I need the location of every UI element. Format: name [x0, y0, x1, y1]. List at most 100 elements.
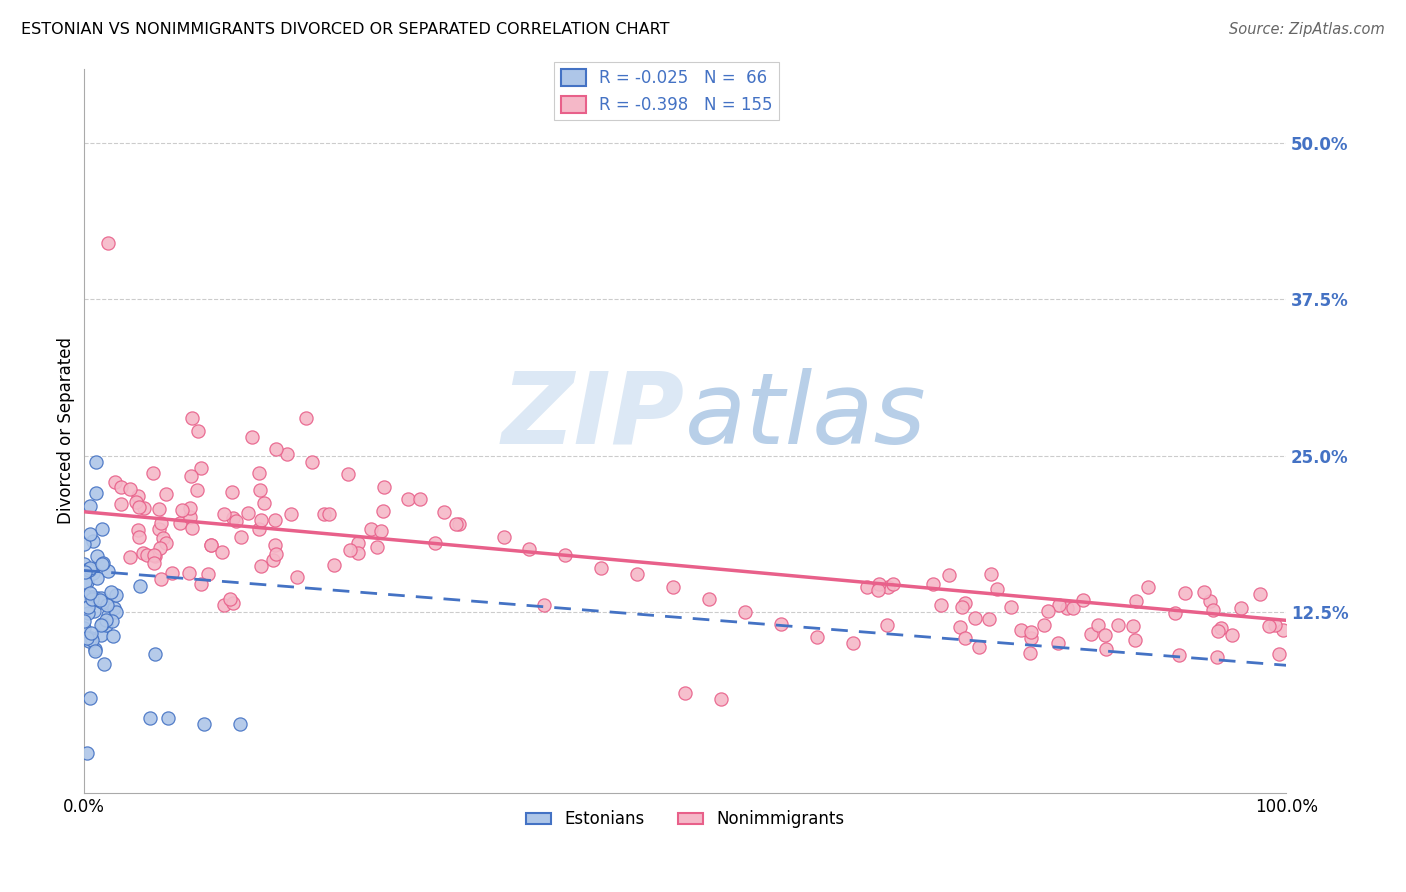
Point — [1137, 580, 1160, 594]
Text: Source: ZipAtlas.com: Source: ZipAtlas.com — [1229, 22, 1385, 37]
Point — [162, 566, 184, 581]
Point — [1047, 636, 1070, 650]
Point — [876, 580, 898, 594]
Point — [370, 524, 392, 538]
Point — [127, 523, 149, 537]
Point — [554, 549, 576, 563]
Point — [280, 508, 302, 522]
Point — [132, 501, 155, 516]
Point — [76, 575, 98, 590]
Point — [931, 598, 953, 612]
Point — [921, 576, 943, 591]
Point — [79, 561, 101, 575]
Point — [222, 510, 245, 524]
Point — [1264, 617, 1286, 632]
Point — [1019, 632, 1042, 646]
Point — [262, 553, 284, 567]
Point — [770, 617, 793, 632]
Point — [1220, 628, 1243, 642]
Point — [876, 618, 898, 632]
Point — [866, 582, 889, 597]
Point — [83, 644, 105, 658]
Point — [222, 596, 245, 610]
Point — [80, 633, 103, 648]
Point — [142, 466, 165, 480]
Point — [96, 564, 118, 578]
Point — [1087, 618, 1109, 632]
Point — [842, 636, 865, 650]
Point — [73, 557, 96, 571]
Point — [125, 495, 148, 509]
Point — [347, 536, 370, 550]
Point — [1123, 633, 1146, 648]
Point — [101, 614, 124, 628]
Point — [110, 497, 132, 511]
Point — [1174, 586, 1197, 600]
Legend: Estonians, Nonimmigrants: Estonians, Nonimmigrants — [519, 804, 851, 835]
Point — [155, 487, 177, 501]
Point — [104, 588, 127, 602]
Point — [396, 492, 419, 507]
Point — [179, 510, 201, 524]
Point — [366, 541, 388, 555]
Point — [986, 582, 1008, 597]
Point — [1062, 600, 1084, 615]
Point — [212, 507, 235, 521]
Point — [180, 411, 202, 425]
Point — [90, 616, 112, 631]
Point — [120, 482, 142, 496]
Point — [84, 455, 107, 469]
Point — [249, 483, 271, 497]
Point — [86, 592, 108, 607]
Point — [301, 455, 323, 469]
Point — [285, 570, 308, 584]
Point — [938, 568, 960, 582]
Point — [128, 500, 150, 515]
Point — [264, 538, 287, 552]
Point — [446, 517, 468, 532]
Point — [240, 430, 263, 444]
Point — [79, 626, 101, 640]
Point — [266, 547, 288, 561]
Point — [190, 577, 212, 591]
Text: atlas: atlas — [685, 368, 927, 465]
Point — [626, 567, 648, 582]
Point — [75, 575, 97, 590]
Point — [264, 442, 287, 457]
Text: ESTONIAN VS NONIMMIGRANTS DIVORCED OR SEPARATED CORRELATION CHART: ESTONIAN VS NONIMMIGRANTS DIVORCED OR SE… — [21, 22, 669, 37]
Point — [963, 611, 986, 625]
Point — [221, 485, 243, 500]
Point — [152, 531, 174, 545]
Point — [236, 506, 259, 520]
Point — [295, 411, 318, 425]
Point — [77, 634, 100, 648]
Point — [82, 533, 104, 548]
Point — [967, 640, 990, 655]
Point — [73, 537, 96, 551]
Point — [276, 447, 298, 461]
Point — [1094, 628, 1116, 642]
Point — [1125, 594, 1147, 608]
Point — [1202, 603, 1225, 617]
Point — [86, 591, 108, 606]
Point — [138, 711, 160, 725]
Point — [1198, 594, 1220, 608]
Point — [143, 647, 166, 661]
Point — [373, 480, 395, 494]
Point — [82, 566, 104, 580]
Point — [97, 607, 120, 622]
Point — [186, 483, 208, 497]
Point — [101, 629, 124, 643]
Point — [1168, 648, 1191, 662]
Point — [229, 717, 252, 731]
Point — [79, 691, 101, 706]
Point — [80, 591, 103, 605]
Point — [73, 614, 96, 628]
Point — [82, 590, 104, 604]
Point — [337, 467, 360, 482]
Point — [80, 632, 103, 646]
Point — [76, 631, 98, 645]
Point — [318, 508, 340, 522]
Point — [855, 580, 877, 594]
Point — [955, 631, 977, 645]
